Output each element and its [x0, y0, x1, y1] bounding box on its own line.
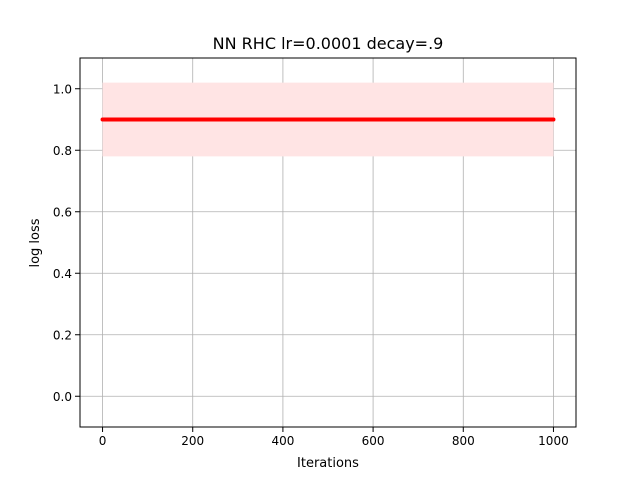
chart-title: NN RHC lr=0.0001 decay=.9 [213, 34, 444, 53]
y-tick-label: 0.4 [53, 267, 72, 281]
x-axis-label: Iterations [297, 456, 359, 471]
y-axis-label: log loss [28, 218, 43, 267]
x-tick-label: 0 [99, 434, 107, 448]
y-tick-label: 0.6 [53, 205, 72, 219]
plot-frame [79, 57, 577, 428]
y-tick-label: 1.0 [53, 82, 72, 96]
y-tick-label: 0.0 [53, 390, 72, 404]
x-tick-label: 800 [452, 434, 475, 448]
y-tick-label: 0.8 [53, 144, 72, 158]
series-layer [100, 82, 556, 157]
y-tick-label: 0.2 [53, 328, 72, 342]
axis-ticks: 0 200 400 600 800 1000 0.0 0.2 0.4 0.6 0.8 1.0 [53, 82, 569, 448]
x-tick-label: 600 [362, 434, 385, 448]
x-tick-label: 1000 [538, 434, 569, 448]
x-tick-label: 400 [271, 434, 294, 448]
x-tick-label: 200 [181, 434, 204, 448]
